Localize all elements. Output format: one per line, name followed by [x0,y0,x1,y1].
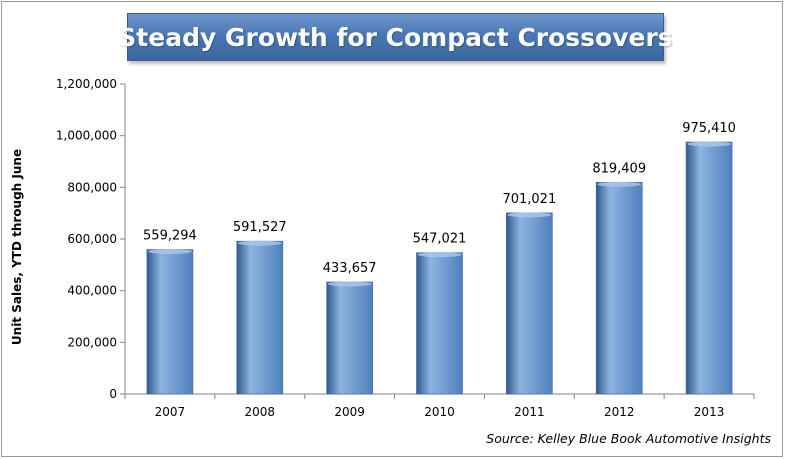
data-label: 819,409 [592,161,646,176]
data-label: 433,657 [323,261,377,276]
source-note: Source: Kelley Blue Book Automotive Insi… [486,431,771,446]
bar-top-cap [147,249,192,255]
data-label: 547,021 [413,232,467,247]
y-tick-label: 800,000 [67,180,117,194]
bar [506,212,553,395]
x-tick-label: 2013 [694,405,725,419]
y-tick-label: 1,200,000 [56,77,117,91]
bar [326,281,373,395]
bar-top-cap [327,281,372,287]
data-label: 701,021 [502,192,556,207]
x-tick-label: 2007 [155,405,186,419]
data-label: 559,294 [143,229,197,244]
bar-top-cap [417,252,462,258]
x-tick-label: 2010 [424,405,455,419]
chart-title: Steady Growth for Compact Crossovers [118,22,673,52]
bar-top-cap [507,212,552,218]
data-label: 975,410 [682,121,736,136]
y-tick-label: 600,000 [67,232,117,246]
x-tick-label: 2012 [604,405,635,419]
data-label: 591,527 [233,220,287,235]
y-tick-label: 200,000 [67,335,117,349]
bar [236,240,284,395]
bar-top-cap [597,181,642,187]
x-tick-label: 2011 [514,405,545,419]
x-tick-label: 2009 [334,405,365,419]
bar [595,182,643,395]
bar-top-cap [237,240,282,246]
bar [685,141,733,395]
y-tick-label: 0 [109,387,117,401]
bar [416,252,463,395]
chart-title-box: Steady Growth for Compact Crossovers [118,13,673,61]
bar-top-cap [687,141,732,147]
y-tick-label: 400,000 [67,284,117,298]
y-tick-label: 1,000,000 [56,129,117,143]
bar [146,249,194,395]
x-tick-label: 2008 [245,405,276,419]
